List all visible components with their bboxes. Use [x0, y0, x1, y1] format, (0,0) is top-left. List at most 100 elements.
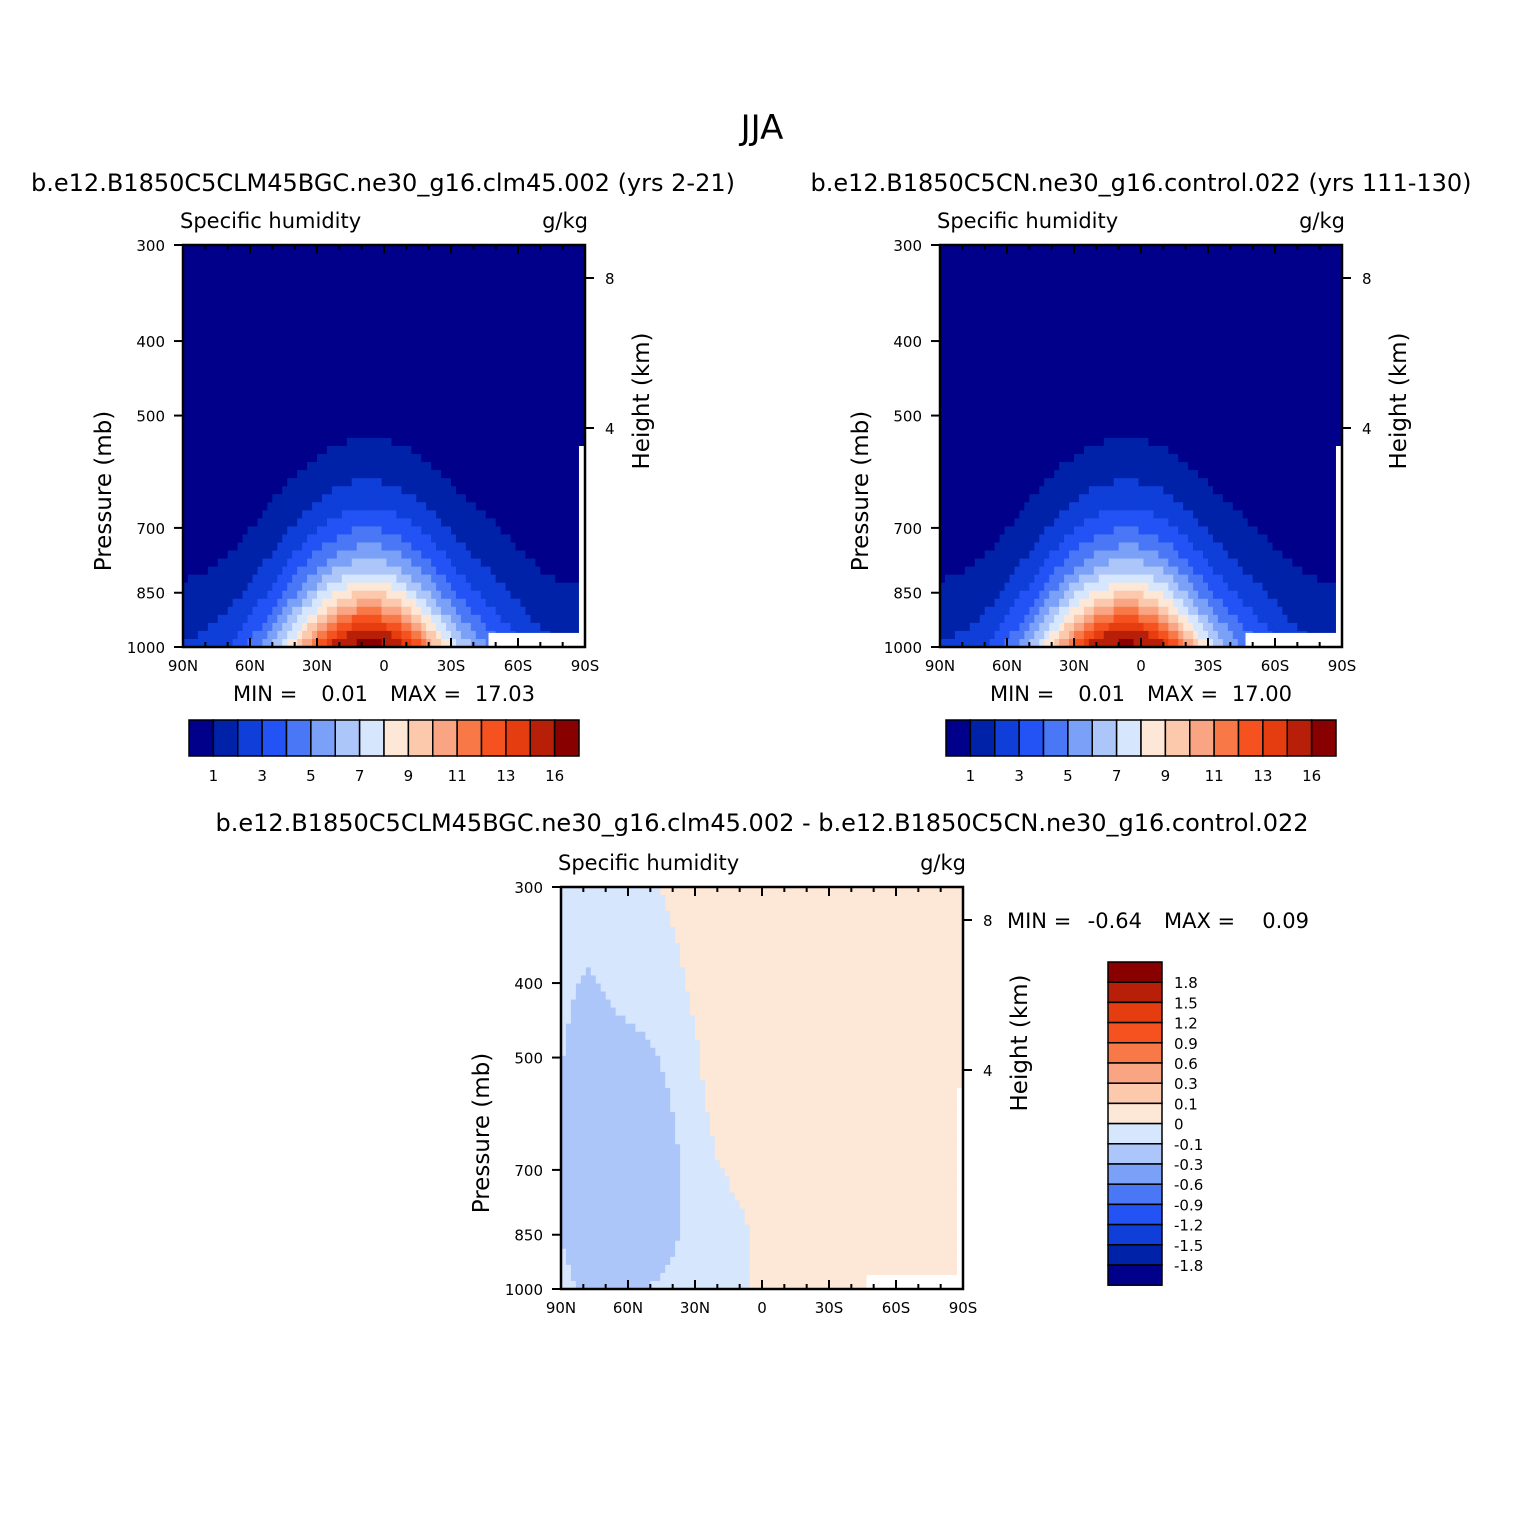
right-label: g/kg [920, 851, 966, 875]
colorbar-box [1107, 1264, 1163, 1286]
ground-mask-edge [578, 446, 585, 647]
colorbar-label: -1.5 [1174, 1237, 1203, 1255]
colorbar-label: 0.6 [1174, 1055, 1198, 1073]
y-tick-label: 850 [893, 585, 922, 603]
colorbar-label: 0.1 [1174, 1095, 1198, 1113]
x-tick-label: 60N [235, 657, 265, 675]
ground-mask [866, 1274, 963, 1289]
y-axis-label: Pressure (mb) [91, 411, 117, 571]
ground-mask [488, 632, 585, 647]
height-axis-label: Height (km) [1386, 332, 1412, 469]
min-value: 0.01 [321, 682, 368, 706]
height-tick-label: 4 [1362, 420, 1372, 438]
colorbar-label: -0.1 [1174, 1136, 1203, 1154]
colorbar-label: -0.9 [1174, 1196, 1203, 1214]
x-tick-label: 60S [504, 657, 533, 675]
colorbar-box [1067, 719, 1093, 757]
max-value: 17.00 [1232, 682, 1292, 706]
colorbar-box [1107, 981, 1163, 1004]
colorbar-box [994, 719, 1020, 757]
height-axis-label: Height (km) [629, 332, 655, 469]
y-tick-label: 700 [893, 520, 922, 538]
colorbar-box [383, 719, 410, 757]
colorbar-box [261, 719, 288, 757]
colorbar-box [188, 719, 215, 757]
colorbar-box [529, 719, 556, 757]
contour-field [940, 245, 1342, 647]
x-tick-label: 90N [168, 657, 198, 675]
colorbar-label: -0.6 [1174, 1176, 1203, 1194]
x-tick-label: 60N [613, 1299, 643, 1317]
colorbar-label: 1.2 [1174, 1015, 1198, 1033]
y-axis-label: Pressure (mb) [848, 411, 874, 571]
colorbar-box [1107, 1042, 1163, 1064]
y-tick-label: 400 [514, 975, 543, 993]
colorbar-box [480, 719, 507, 757]
min-value: 0.01 [1078, 682, 1125, 706]
min-label: MIN = [1007, 909, 1071, 933]
y-tick-label: 400 [893, 333, 922, 351]
y-tick-label: 500 [136, 408, 165, 426]
colorbar-box [1164, 719, 1191, 757]
case-title: b.e12.B1850C5CLM45BGC.ne30_g16.clm45.002… [31, 169, 735, 197]
colorbar-box [1286, 719, 1313, 757]
colorbar-label: 0.9 [1174, 1035, 1198, 1053]
colorbar-label: 11 [448, 767, 467, 785]
colorbar-box [432, 719, 458, 757]
panel-2: Specific humidity g/kg 90N 60N 30N 0 30S 60S 90S… [810, 169, 1471, 785]
colorbar-box [1091, 719, 1118, 757]
colorbar-label: 3 [257, 767, 267, 785]
y-tick-label: 850 [136, 585, 165, 603]
y-tick-label: 850 [514, 1227, 543, 1245]
x-tick-label: 60S [882, 1299, 911, 1317]
contour-field [183, 245, 585, 647]
colorbar-label: 0.3 [1174, 1075, 1198, 1093]
colorbar-box [407, 719, 434, 757]
y-tick-label: 500 [514, 1050, 543, 1068]
colorbar-box [334, 719, 361, 757]
colorbar-label: 5 [306, 767, 316, 785]
right-label: g/kg [542, 209, 588, 233]
colorbar-box [1042, 719, 1069, 757]
figure-title: JJA [739, 108, 784, 148]
colorbar-label: 16 [1302, 767, 1321, 785]
colorbar-label: 11 [1205, 767, 1224, 785]
y-tick-label: 1000 [505, 1281, 543, 1299]
colorbar-box [945, 719, 972, 757]
colorbar-label: 1 [966, 767, 976, 785]
max-label: MAX = [1147, 682, 1218, 706]
colorbar-box [1107, 1203, 1163, 1226]
height-tick-label: 8 [605, 270, 615, 288]
colorbar-box [505, 719, 531, 757]
colorbar-box [1107, 1163, 1163, 1185]
colorbar-box [1107, 1082, 1163, 1105]
max-value: 17.03 [475, 682, 535, 706]
colorbar-box [1189, 719, 1215, 757]
ground-mask-edge [1335, 446, 1342, 647]
x-tick-label: 90S [949, 1299, 978, 1317]
colorbar-label: 13 [1253, 767, 1272, 785]
ground-mask-edge [956, 1088, 963, 1289]
colorbar-label: -0.3 [1174, 1156, 1203, 1174]
colorbar-box [285, 719, 312, 757]
colorbar-box [1107, 1244, 1163, 1266]
y-tick-label: 500 [893, 408, 922, 426]
panel-3: Specific humidity g/kg 90N 60N 30N 0 30S 60S 90S… [215, 809, 1309, 1317]
panel-1: Specific humidity g/kg 90N 60N 30N 0 30S 60S 90S… [31, 169, 735, 785]
colorbar-box [1107, 1062, 1163, 1084]
colorbar-label: 5 [1063, 767, 1073, 785]
colorbar-box [456, 719, 483, 757]
colorbar-label: 0 [1174, 1116, 1184, 1134]
x-tick-label: 0 [757, 1299, 767, 1317]
y-axis-label: Pressure (mb) [469, 1053, 495, 1213]
colorbar-box [1107, 1223, 1163, 1246]
x-tick-label: 60S [1261, 657, 1290, 675]
x-tick-label: 90S [571, 657, 600, 675]
left-label: Specific humidity [180, 209, 361, 233]
right-label: g/kg [1299, 209, 1345, 233]
colorbar-label: 1.8 [1174, 974, 1198, 992]
y-tick-label: 300 [136, 237, 165, 255]
x-tick-label: 90N [925, 657, 955, 675]
height-tick-label: 4 [983, 1062, 993, 1080]
